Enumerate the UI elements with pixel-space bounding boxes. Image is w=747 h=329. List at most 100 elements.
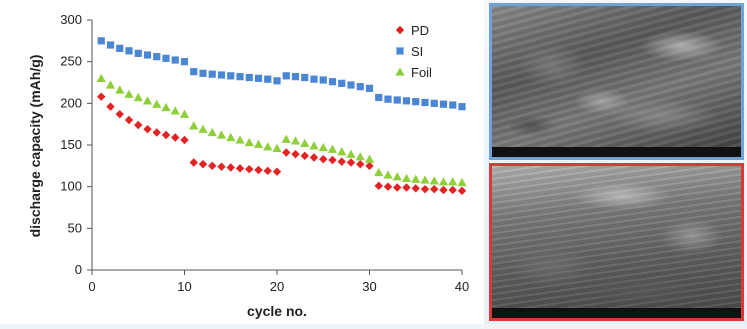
data-point-pd bbox=[263, 166, 272, 176]
y-tick-label: 300 bbox=[60, 12, 82, 27]
data-point-pd bbox=[309, 153, 319, 162]
data-point-pd bbox=[420, 184, 430, 194]
data-point-foil bbox=[253, 139, 264, 148]
data-point-si bbox=[282, 72, 290, 80]
data-point-si bbox=[116, 44, 124, 52]
data-point-foil bbox=[290, 136, 301, 145]
data-point-foil bbox=[281, 134, 291, 143]
data-point-foil bbox=[401, 173, 412, 183]
data-point-pd bbox=[217, 162, 226, 171]
data-point-si bbox=[375, 93, 383, 102]
data-point-si bbox=[310, 75, 318, 83]
legend-marker-pd bbox=[395, 25, 405, 35]
data-point-pd bbox=[97, 92, 106, 101]
data-point-pd bbox=[448, 185, 457, 195]
data-point-foil bbox=[438, 177, 449, 186]
data-point-foil bbox=[133, 92, 143, 102]
data-point-pd bbox=[226, 163, 235, 172]
data-point-foil bbox=[309, 141, 319, 150]
data-point-foil bbox=[115, 85, 125, 94]
data-point-pd bbox=[319, 154, 328, 164]
data-point-pd bbox=[300, 151, 309, 161]
data-point-foil bbox=[207, 127, 217, 137]
data-point-foil bbox=[170, 106, 180, 115]
data-point-si bbox=[439, 100, 448, 108]
data-point-si bbox=[190, 68, 198, 76]
chart-axes: 0 50 100 150 200 250 300 0 10 20 30 40 bbox=[60, 12, 469, 294]
legend-marker-si bbox=[396, 47, 404, 55]
data-point-si bbox=[227, 72, 235, 80]
sem-info-bar-top bbox=[492, 147, 741, 157]
data-point-si bbox=[153, 53, 161, 61]
data-point-foil bbox=[429, 176, 439, 185]
data-point-si bbox=[171, 56, 179, 64]
data-point-foil bbox=[105, 80, 116, 89]
data-point-si bbox=[264, 75, 272, 83]
data-point-foil bbox=[272, 143, 282, 153]
data-point-foil bbox=[244, 137, 254, 147]
data-point-foil bbox=[179, 109, 190, 118]
data-point-si bbox=[180, 58, 189, 66]
sem-image-top bbox=[489, 3, 744, 160]
data-point-foil bbox=[226, 132, 236, 142]
data-point-pd bbox=[291, 149, 300, 159]
data-point-si bbox=[365, 84, 374, 92]
data-point-pd bbox=[272, 167, 282, 176]
data-point-pd bbox=[106, 102, 115, 111]
x-tick-label: 10 bbox=[177, 279, 191, 294]
data-point-pd bbox=[337, 157, 346, 166]
y-axis-title: discharge capacity (mAh/g) bbox=[27, 55, 43, 238]
sem-info-bar-bottom bbox=[492, 308, 741, 318]
data-point-pd bbox=[134, 120, 143, 130]
series-pd bbox=[97, 92, 467, 196]
data-point-si bbox=[208, 70, 216, 78]
data-point-pd bbox=[152, 128, 161, 137]
data-point-si bbox=[217, 71, 226, 79]
data-point-pd bbox=[115, 109, 124, 119]
data-point-pd bbox=[328, 155, 337, 165]
data-point-foil bbox=[198, 124, 208, 133]
data-point-pd bbox=[374, 181, 383, 191]
data-point-si bbox=[134, 49, 142, 57]
data-point-si bbox=[319, 76, 327, 84]
data-point-si bbox=[412, 98, 420, 106]
data-point-si bbox=[254, 74, 263, 82]
legend-label-pd: PD bbox=[411, 23, 429, 38]
series-foil bbox=[96, 73, 467, 187]
data-point-foil bbox=[152, 99, 162, 108]
data-point-si bbox=[245, 73, 253, 82]
data-point-foil bbox=[161, 102, 171, 112]
data-point-si bbox=[236, 73, 244, 81]
data-point-foil bbox=[96, 73, 106, 83]
data-point-si bbox=[430, 99, 438, 107]
data-point-foil bbox=[374, 167, 384, 177]
data-point-pd bbox=[365, 161, 374, 171]
data-point-foil bbox=[364, 154, 375, 163]
data-point-pd bbox=[171, 133, 180, 142]
data-point-si bbox=[301, 73, 309, 82]
data-point-si bbox=[421, 98, 429, 107]
data-point-foil bbox=[337, 147, 347, 156]
sem-image-bottom bbox=[489, 163, 744, 321]
data-point-si bbox=[384, 95, 392, 103]
data-point-pd bbox=[393, 183, 402, 192]
data-point-si bbox=[338, 79, 346, 87]
y-tick-label: 0 bbox=[75, 262, 82, 277]
data-point-si bbox=[199, 69, 207, 77]
data-point-si bbox=[273, 77, 281, 85]
sem-micrograph-bottom bbox=[492, 166, 741, 318]
data-point-foil bbox=[420, 175, 430, 184]
data-point-foil bbox=[457, 177, 467, 187]
data-point-pd bbox=[143, 124, 152, 134]
data-point-si bbox=[393, 96, 401, 104]
data-point-si bbox=[356, 83, 364, 91]
data-point-si bbox=[97, 37, 105, 45]
legend-marker-foil bbox=[395, 67, 405, 76]
data-point-pd bbox=[346, 158, 356, 167]
y-tick-label: 50 bbox=[68, 220, 82, 235]
data-point-si bbox=[402, 97, 411, 105]
data-point-si bbox=[125, 47, 133, 55]
legend-label-foil: Foil bbox=[411, 65, 432, 80]
data-point-si bbox=[328, 78, 337, 86]
data-point-foil bbox=[383, 170, 393, 179]
